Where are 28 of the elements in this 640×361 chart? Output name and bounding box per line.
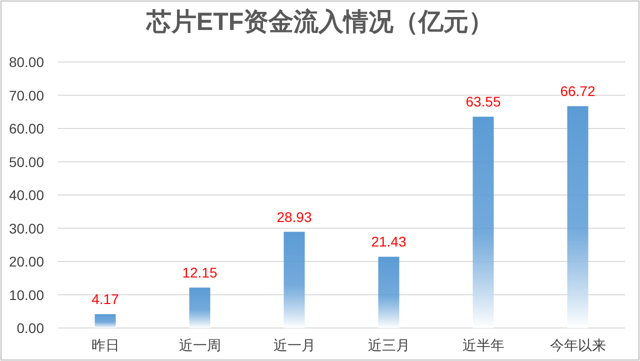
bar bbox=[378, 256, 400, 328]
bar bbox=[94, 314, 116, 328]
x-tick-label: 今年以来 bbox=[550, 337, 606, 353]
y-tick-label: 50.00 bbox=[8, 154, 44, 170]
y-tick-label: 70.00 bbox=[8, 87, 44, 104]
y-tick-label: 40.00 bbox=[8, 187, 44, 203]
bar bbox=[284, 232, 305, 328]
data-label: 28.93 bbox=[276, 208, 312, 225]
y-tick-label: 0.00 bbox=[16, 320, 44, 336]
chart-title: 芯片ETF资金流入情况（亿元） bbox=[145, 8, 494, 36]
x-tick-label: 近一周 bbox=[178, 337, 221, 353]
data-label: 4.17 bbox=[92, 291, 120, 308]
bar bbox=[472, 116, 494, 328]
y-tick-label: 10.00 bbox=[8, 286, 44, 303]
data-label: 12.15 bbox=[182, 264, 218, 281]
x-tick-label: 近一月 bbox=[273, 337, 316, 353]
y-tick-label: 80.00 bbox=[8, 54, 44, 70]
data-label: 66.72 bbox=[560, 83, 596, 100]
data-label: 21.43 bbox=[371, 234, 406, 250]
x-tick-label: 近三月 bbox=[368, 337, 410, 353]
y-tick-label: 20.00 bbox=[8, 254, 44, 270]
bar bbox=[189, 288, 210, 328]
y-tick-label: 60.00 bbox=[8, 120, 44, 136]
x-tick-label: 近半年 bbox=[462, 337, 504, 353]
y-tick-label: 30.00 bbox=[8, 220, 44, 236]
data-label: 63.55 bbox=[466, 94, 501, 110]
x-tick-label: 昨日 bbox=[91, 337, 120, 353]
bar bbox=[567, 106, 588, 328]
